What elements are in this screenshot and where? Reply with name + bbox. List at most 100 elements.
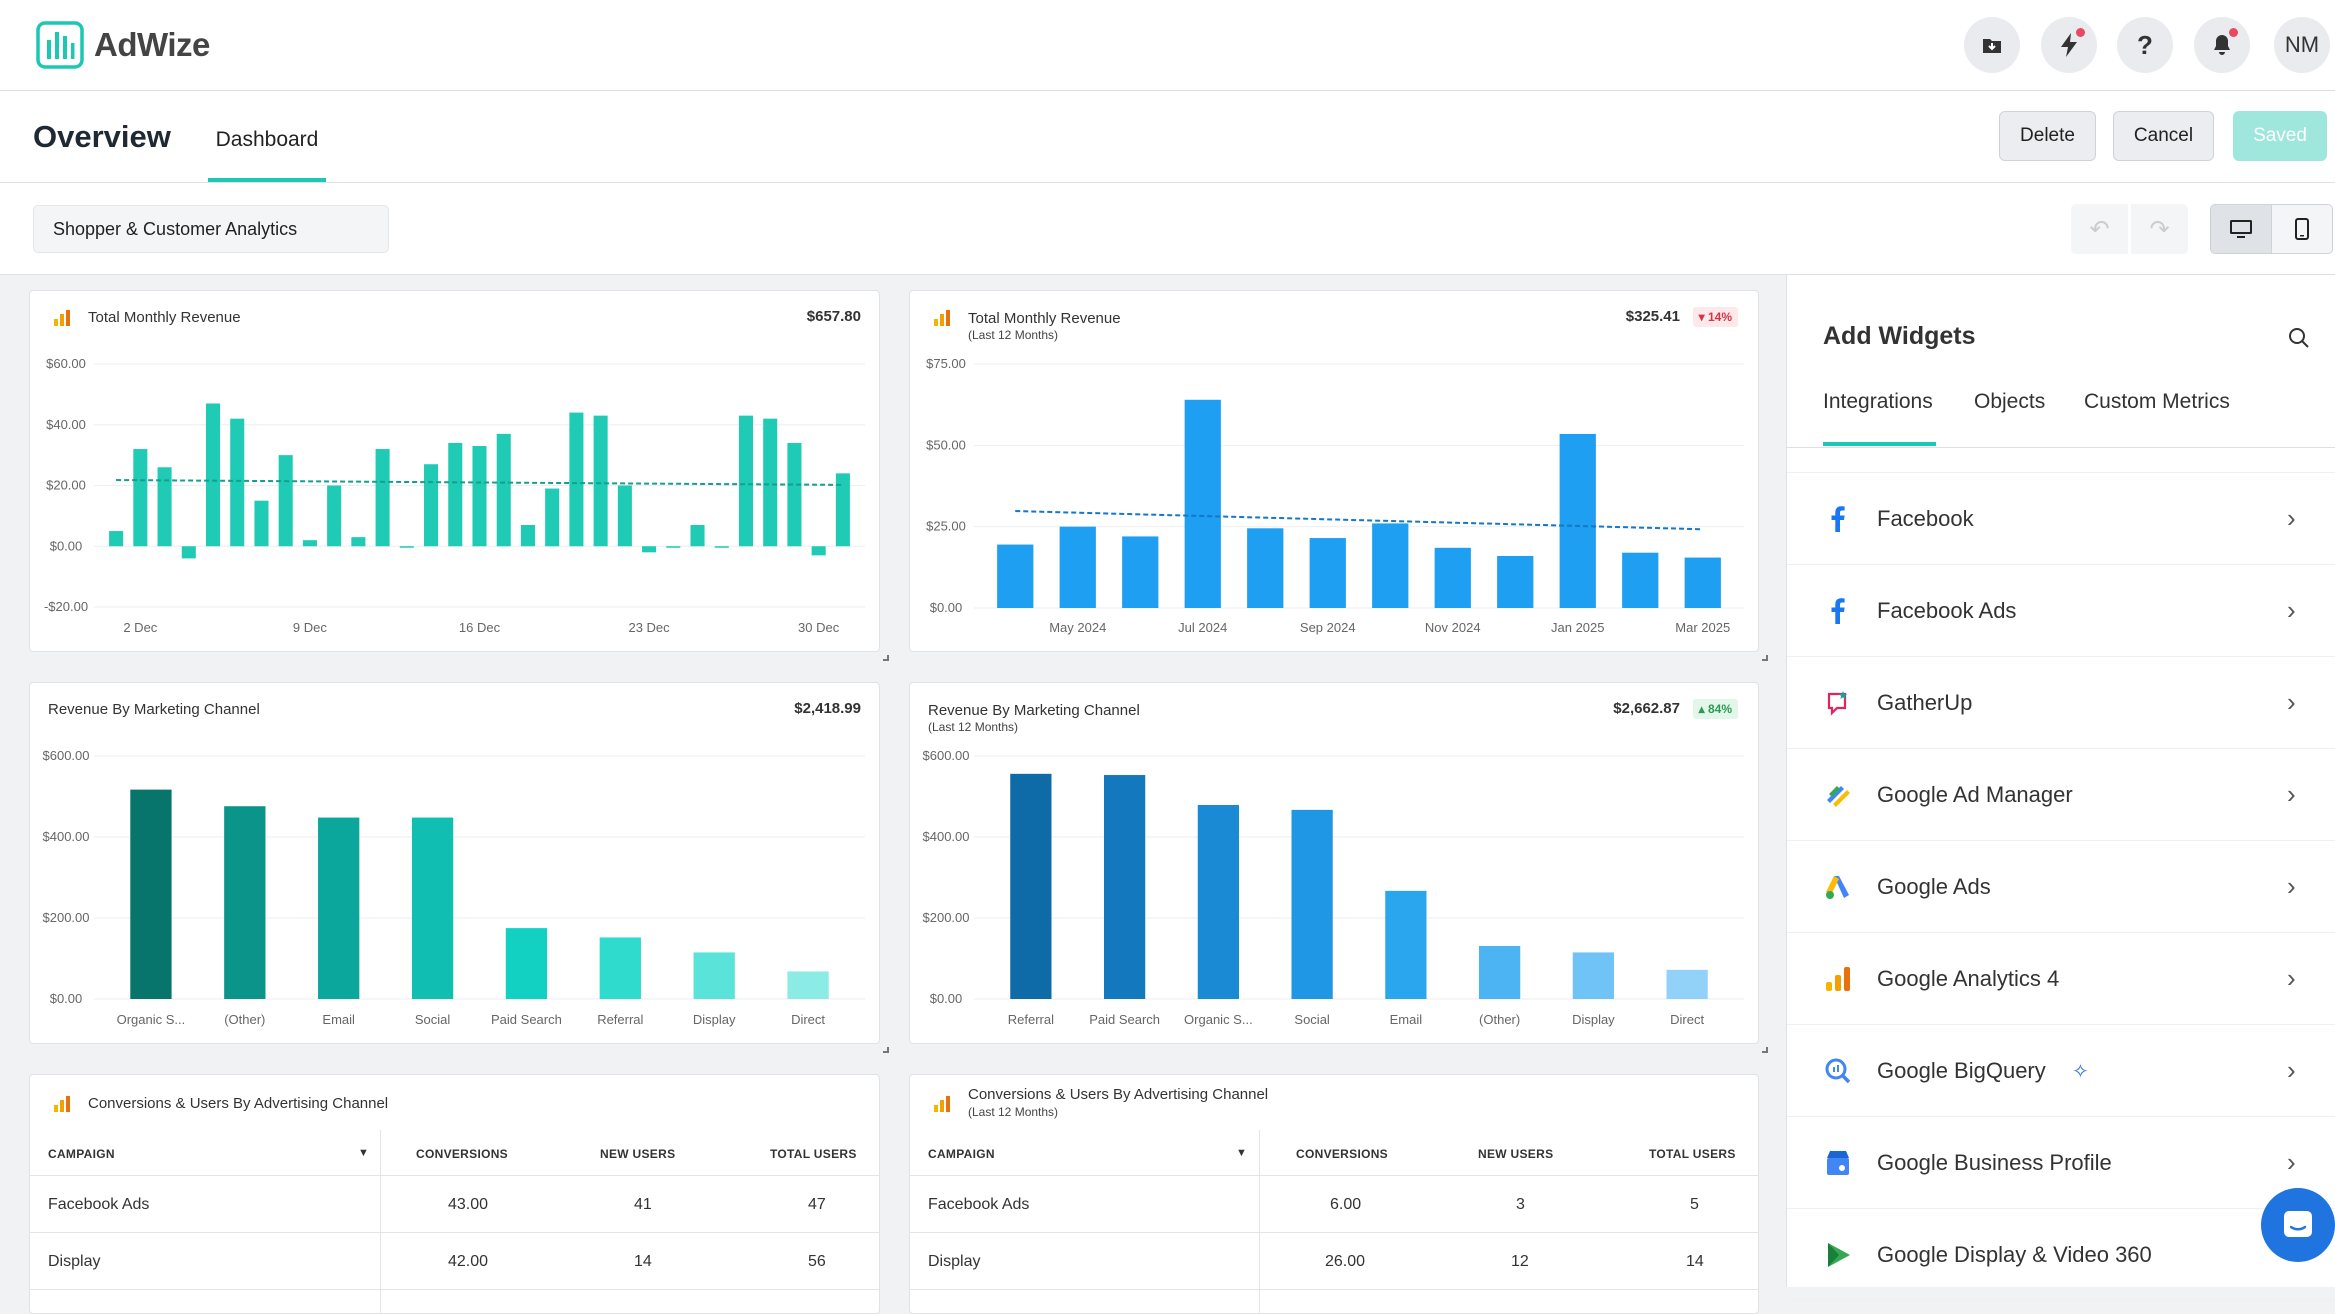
- x-tick-label: Referral: [597, 1012, 643, 1027]
- cell-total-users: 5: [1690, 1196, 1699, 1213]
- chevron-right-icon: ›: [2287, 1055, 2296, 1085]
- y-tick-label: $75.00: [926, 356, 966, 371]
- cell-new-users: 3: [1516, 1196, 1525, 1213]
- desktop-view-button[interactable]: [2210, 204, 2272, 254]
- sort-dropdown-icon[interactable]: ▼: [1236, 1147, 1248, 1159]
- notifications-button[interactable]: [2194, 17, 2250, 73]
- integration-label: Google Ads: [1877, 874, 1991, 899]
- y-tick-label: $0.00: [50, 991, 83, 1006]
- integration-facebook[interactable]: Facebook ›: [1787, 473, 2335, 565]
- integration-label: Google Display & Video 360: [1877, 1242, 2152, 1267]
- resize-handle[interactable]: [883, 1047, 889, 1053]
- cell-new-users: 14: [634, 1253, 652, 1270]
- chart-bar: [1434, 547, 1471, 608]
- add-widgets-panel: Add Widgets Integrations Objects Custom …: [1786, 275, 2335, 1301]
- table-row[interactable]: Facebook Ads 43.00 41 47: [30, 1176, 879, 1233]
- resize-handle[interactable]: [883, 655, 889, 661]
- widget-title: Conversions & Users By Advertising Chann…: [88, 1095, 389, 1112]
- help-button[interactable]: ?: [2117, 17, 2173, 73]
- facebook-icon: [1831, 506, 1845, 532]
- search-icon[interactable]: [2288, 327, 2310, 349]
- lightning-icon: [2061, 33, 2077, 57]
- column-header-new-users[interactable]: NEW USERS: [1478, 1147, 1554, 1161]
- chart-bar: [787, 442, 802, 547]
- widget-title: Revenue By Marketing Channel: [48, 701, 260, 718]
- integration-google-analytics-4[interactable]: Google Analytics 4 ›: [1787, 933, 2335, 1025]
- tab-dashboard[interactable]: Dashboard: [208, 124, 326, 182]
- integration-label: Google Ad Manager: [1877, 782, 2073, 807]
- user-avatar[interactable]: NM: [2274, 17, 2330, 73]
- change-value: 84%: [1707, 702, 1732, 716]
- integration-google-display-video-360[interactable]: Google Display & Video 360: [1787, 1209, 2335, 1301]
- chart-bar: [496, 433, 511, 547]
- x-tick-label: May 2024: [1049, 620, 1106, 635]
- integration-label: Google BigQuery: [1877, 1058, 2046, 1083]
- integration-google-business-profile[interactable]: Google Business Profile ›: [1787, 1117, 2335, 1209]
- widget-value: $2,662.87: [1613, 700, 1680, 717]
- column-header-conversions[interactable]: CONVERSIONS: [1296, 1147, 1388, 1161]
- integration-label: Facebook Ads: [1877, 598, 2017, 623]
- widget-total-monthly-revenue-12m[interactable]: Total Monthly Revenue (Last 12 Months) $…: [909, 290, 1759, 652]
- widget-subtitle: (Last 12 Months): [968, 328, 1059, 342]
- cell-campaign: Facebook Ads: [48, 1196, 150, 1213]
- chart-bar: [1309, 538, 1346, 608]
- widget-conversions-users-12m[interactable]: Conversions & Users By Advertising Chann…: [909, 1074, 1759, 1314]
- x-tick-label: Display: [1572, 1012, 1615, 1027]
- mobile-view-button[interactable]: [2271, 204, 2333, 254]
- integration-gatherup[interactable]: GatherUp ›: [1787, 657, 2335, 749]
- dashboard-select[interactable]: Shopper & Customer Analytics: [33, 205, 389, 253]
- undo-button[interactable]: ↶: [2071, 204, 2128, 254]
- google-analytics-icon: [934, 310, 950, 326]
- google-analytics-icon: [54, 1096, 70, 1112]
- delete-button[interactable]: Delete: [1999, 111, 2096, 161]
- integration-google-ad-manager[interactable]: Google Ad Manager ›: [1787, 749, 2335, 841]
- integration-google-ads[interactable]: Google Ads ›: [1787, 841, 2335, 933]
- column-header-campaign[interactable]: CAMPAIGN: [928, 1147, 995, 1161]
- integration-facebook-ads[interactable]: Facebook Ads ›: [1787, 565, 2335, 657]
- chart-bar: [1666, 969, 1708, 999]
- tab-custom-metrics[interactable]: Custom Metrics: [2084, 390, 2230, 413]
- widget-total-monthly-revenue[interactable]: Total Monthly Revenue $657.80 $60.00 $40.…: [29, 290, 880, 652]
- column-header-campaign[interactable]: CAMPAIGN: [48, 1147, 115, 1161]
- widget-revenue-by-channel[interactable]: Revenue By Marketing Channel $2,418.99 $…: [29, 682, 880, 1044]
- resize-handle[interactable]: [1762, 655, 1768, 661]
- download-button[interactable]: [1964, 17, 2020, 73]
- column-header-conversions[interactable]: CONVERSIONS: [416, 1147, 508, 1161]
- y-tick-label: $400.00: [923, 829, 970, 844]
- column-header-new-users[interactable]: NEW USERS: [600, 1147, 676, 1161]
- brand-name: AdWize: [94, 26, 210, 63]
- business-profile-icon: [1827, 1151, 1849, 1175]
- chart-bar: [593, 415, 608, 547]
- x-tick-label: 9 Dec: [293, 620, 327, 635]
- revenue-bar-chart: $60.00 $40.00 $20.00 $0.00 -$20.00 2 Dec 9 Dec…: [44, 356, 865, 635]
- column-header-total-users[interactable]: TOTAL USERS: [1649, 1147, 1736, 1161]
- table-row[interactable]: Display 42.00 14 56: [30, 1233, 879, 1290]
- chart-bar: [569, 412, 584, 547]
- table-row[interactable]: Display 26.00 12 14: [910, 1233, 1758, 1290]
- integration-google-bigquery[interactable]: Google BigQuery ✧ ›: [1787, 1025, 2335, 1117]
- widget-conversions-users[interactable]: Conversions & Users By Advertising Chann…: [29, 1074, 880, 1314]
- chat-button[interactable]: [2261, 1188, 2335, 1262]
- chart-bar: [224, 806, 266, 999]
- tab-integrations[interactable]: Integrations: [1823, 390, 1936, 446]
- cancel-button[interactable]: Cancel: [2113, 111, 2214, 161]
- app-logo[interactable]: AdWize: [36, 20, 210, 70]
- tab-objects[interactable]: Objects: [1974, 390, 2046, 413]
- updates-button[interactable]: [2041, 17, 2097, 73]
- cell-campaign: Display: [48, 1253, 101, 1270]
- resize-handle[interactable]: [1762, 1047, 1768, 1053]
- mobile-icon: [2295, 218, 2309, 240]
- saved-button[interactable]: Saved: [2233, 111, 2327, 161]
- column-header-total-users[interactable]: TOTAL USERS: [770, 1147, 857, 1161]
- chart-bar: [351, 537, 366, 547]
- redo-button[interactable]: ↷: [2131, 204, 2188, 254]
- widget-revenue-by-channel-12m[interactable]: Revenue By Marketing Channel (Last 12 Mo…: [909, 682, 1759, 1044]
- display-video-icon: [1828, 1243, 1850, 1267]
- logo-icon: [36, 21, 84, 69]
- cell-conversions: 43.00: [448, 1196, 489, 1213]
- table-row[interactable]: Facebook Ads 6.00 3 5: [910, 1176, 1758, 1233]
- chart-bar: [181, 546, 196, 559]
- x-tick-label: Referral: [1008, 1012, 1054, 1027]
- sort-dropdown-icon[interactable]: ▼: [358, 1147, 370, 1159]
- column-divider: [1259, 1130, 1260, 1313]
